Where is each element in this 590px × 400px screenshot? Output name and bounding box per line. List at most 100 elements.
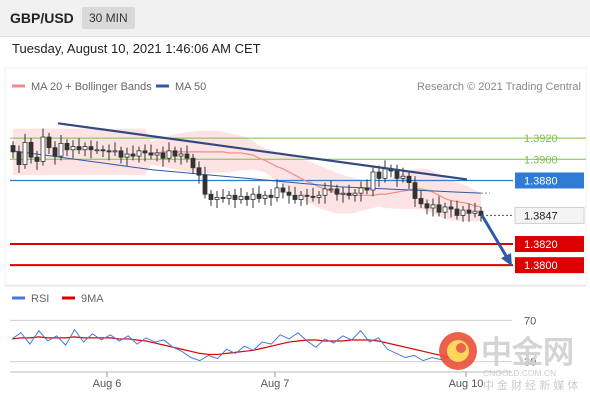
candle-body	[334, 188, 340, 195]
level-label-box-pivot	[515, 172, 584, 189]
bollinger-band-fill	[13, 128, 481, 222]
chart-datetime: Tuesday, August 10, 2021 1:46:06 AM CET	[12, 41, 261, 56]
candle-body	[454, 208, 460, 216]
candle-body	[286, 191, 292, 196]
level-label-pivot: 1.3880	[524, 175, 558, 187]
currency-pair: GBP/USD	[10, 10, 74, 26]
candle-body	[52, 147, 58, 157]
watermark-chinese: 中金网	[481, 335, 574, 370]
candle-body	[16, 151, 22, 165]
downtrend-line	[57, 122, 468, 181]
watermark-url: CNGOLD.COM.CN	[483, 368, 556, 378]
legend-ma20-label: MA 20 + Bollinger Bands	[31, 81, 152, 93]
level-label-resistance: 1.3920	[524, 133, 558, 145]
x-tick-label: Aug 10	[449, 378, 484, 390]
watermark-logo-dot-icon	[456, 343, 466, 353]
candle-body	[346, 192, 352, 196]
candle-body	[244, 195, 250, 200]
candle-body	[298, 194, 304, 200]
candle-body	[148, 152, 154, 156]
candle-body	[412, 182, 418, 199]
level-label-box-last	[514, 206, 585, 224]
candle-body	[64, 143, 70, 151]
candle-body	[310, 195, 316, 198]
rsi-level-label: 30	[524, 357, 536, 369]
candle-body	[46, 136, 52, 149]
candle-body	[466, 209, 472, 214]
forecast-arrow-head	[501, 253, 512, 267]
candle-body	[394, 170, 400, 179]
candle-body	[130, 153, 136, 157]
candle-body	[94, 149, 100, 152]
candle-body	[22, 141, 28, 165]
watermark: 中金网 CNGOLD.COM.CN 中 金 财 经 新 媒 体	[439, 332, 578, 392]
candle-body	[154, 152, 160, 156]
candle-body	[238, 195, 244, 200]
candle-body	[340, 192, 346, 195]
candle-body	[400, 175, 406, 179]
support-resistance-levels: 1.3920 1.3900 1.3880 1.3847 1.3820 1.3800	[10, 133, 586, 274]
candle-body	[76, 146, 82, 151]
candle-body	[88, 146, 94, 151]
candle-body	[322, 188, 328, 196]
candle-body	[34, 156, 40, 162]
chart-overlays	[57, 122, 512, 267]
watermark-tagline: 中 金 财 经 新 媒 体	[483, 378, 578, 392]
candle-body	[352, 192, 358, 196]
candle-body	[274, 187, 280, 198]
candle-body	[280, 187, 286, 193]
candle-body	[358, 187, 364, 194]
candle-body	[160, 152, 166, 159]
candle-body	[460, 209, 466, 216]
candle-body	[424, 203, 430, 209]
candle-body	[304, 194, 310, 197]
candle-body	[10, 145, 16, 153]
candle-body	[166, 150, 172, 159]
candle-body	[190, 157, 196, 169]
legend-ma9-label: 9MA	[81, 293, 104, 305]
candle-body	[292, 194, 298, 200]
candle-body	[124, 153, 130, 158]
rsi-panel: 70 30	[10, 315, 536, 369]
candle-body	[58, 143, 64, 157]
ma20-line	[151, 151, 482, 208]
candlestick-series	[10, 128, 484, 222]
candle-body	[136, 150, 142, 157]
timeframe-badge[interactable]: 30 MIN	[82, 7, 135, 29]
candle-body	[208, 193, 214, 200]
candle-body	[268, 194, 274, 198]
x-tick-label: Aug 6	[93, 378, 122, 390]
legend-rsi-label: RSI	[31, 293, 49, 305]
candle-body	[202, 174, 208, 195]
copyright-text: Research © 2021 Trading Central	[417, 81, 581, 93]
candle-body	[364, 187, 370, 191]
candle-body	[250, 193, 256, 200]
candle-body	[442, 206, 448, 213]
candle-body	[196, 167, 202, 176]
candle-body	[232, 194, 238, 200]
candle-body	[172, 150, 178, 157]
x-axis: Aug 6 Aug 7 Aug 10	[10, 371, 512, 390]
candle-body	[106, 150, 112, 153]
candle-body	[112, 150, 118, 153]
level-label-support: 1.3820	[524, 239, 558, 251]
candle-body	[118, 150, 124, 158]
candle-body	[82, 146, 88, 151]
ma9-line	[11, 336, 451, 359]
rsi-level-label: 70	[524, 315, 536, 327]
level-label-resistance: 1.3900	[524, 154, 558, 166]
candle-body	[376, 171, 382, 179]
moving-averages	[12, 150, 490, 208]
candle-body	[382, 168, 388, 179]
candle-body	[184, 153, 190, 159]
rsi-line	[11, 328, 451, 362]
candle-body	[316, 194, 322, 198]
candle-body	[220, 197, 226, 199]
forecast-arrow-shaft	[480, 214, 510, 260]
x-tick-label: Aug 7	[261, 378, 290, 390]
candle-body	[448, 206, 454, 210]
candle-body	[406, 175, 412, 183]
level-label-box-support	[515, 236, 584, 252]
candle-body	[256, 193, 262, 199]
